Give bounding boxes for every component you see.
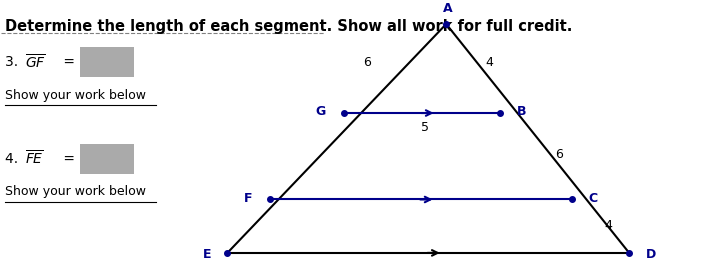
Text: A: A — [443, 2, 452, 15]
FancyBboxPatch shape — [80, 47, 134, 77]
Text: B: B — [516, 105, 526, 118]
Text: $\overline{FE}$: $\overline{FE}$ — [25, 150, 44, 168]
Text: F: F — [244, 193, 252, 206]
Text: G: G — [316, 105, 326, 118]
Text: =: = — [59, 152, 79, 166]
Text: 3.: 3. — [5, 55, 23, 69]
FancyBboxPatch shape — [80, 144, 134, 174]
Text: 6: 6 — [363, 56, 371, 69]
Text: $\overline{GF}$: $\overline{GF}$ — [25, 53, 46, 71]
Text: 4: 4 — [486, 56, 494, 69]
Text: D: D — [646, 248, 656, 261]
Text: Show your work below: Show your work below — [5, 89, 146, 102]
Text: Show your work below: Show your work below — [5, 185, 146, 198]
Text: =: = — [59, 55, 79, 69]
Text: E: E — [202, 248, 211, 261]
Text: C: C — [588, 193, 598, 206]
Text: 4: 4 — [604, 219, 612, 232]
Text: 5: 5 — [421, 120, 429, 134]
Text: Determine the length of each segment. Show all work for full credit.: Determine the length of each segment. Sh… — [5, 19, 572, 34]
Text: 4.: 4. — [5, 152, 23, 166]
Text: 6: 6 — [555, 148, 563, 162]
